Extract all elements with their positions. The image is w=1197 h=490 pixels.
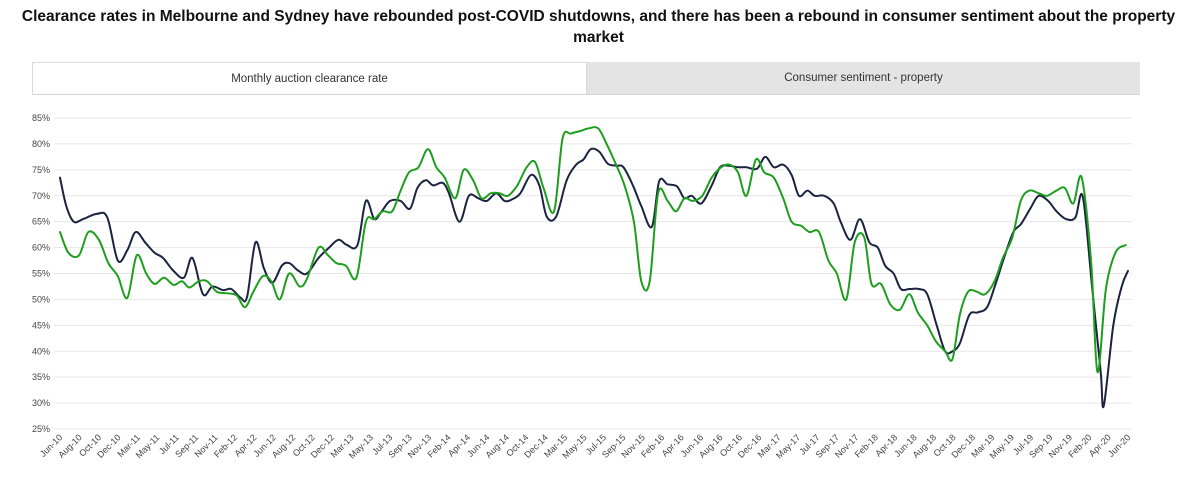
y-tick-label: 25% xyxy=(32,424,50,434)
chart-title: Clearance rates in Melbourne and Sydney … xyxy=(21,8,1176,46)
tab-bar: Monthly auction clearance rate Consumer … xyxy=(32,62,1140,95)
tab-auction-clearance-rate[interactable]: Monthly auction clearance rate xyxy=(32,62,587,94)
y-tick-label: 70% xyxy=(32,191,50,201)
y-tick-label: 40% xyxy=(32,346,50,356)
y-tick-label: 45% xyxy=(32,320,50,330)
tab-consumer-sentiment[interactable]: Consumer sentiment - property xyxy=(784,72,943,84)
y-tick-label: 65% xyxy=(32,217,50,227)
y-tick-label: 35% xyxy=(32,372,50,382)
y-tick-label: 80% xyxy=(32,139,50,149)
y-tick-label: 55% xyxy=(32,269,50,279)
y-tick-label: 85% xyxy=(32,113,50,123)
y-tick-label: 50% xyxy=(32,294,50,304)
series-line-1 xyxy=(59,126,1127,374)
y-tick-label: 75% xyxy=(32,165,50,175)
y-tick-label: 60% xyxy=(32,243,50,253)
series-line-0 xyxy=(59,147,1129,409)
y-tick-label: 30% xyxy=(32,398,50,408)
